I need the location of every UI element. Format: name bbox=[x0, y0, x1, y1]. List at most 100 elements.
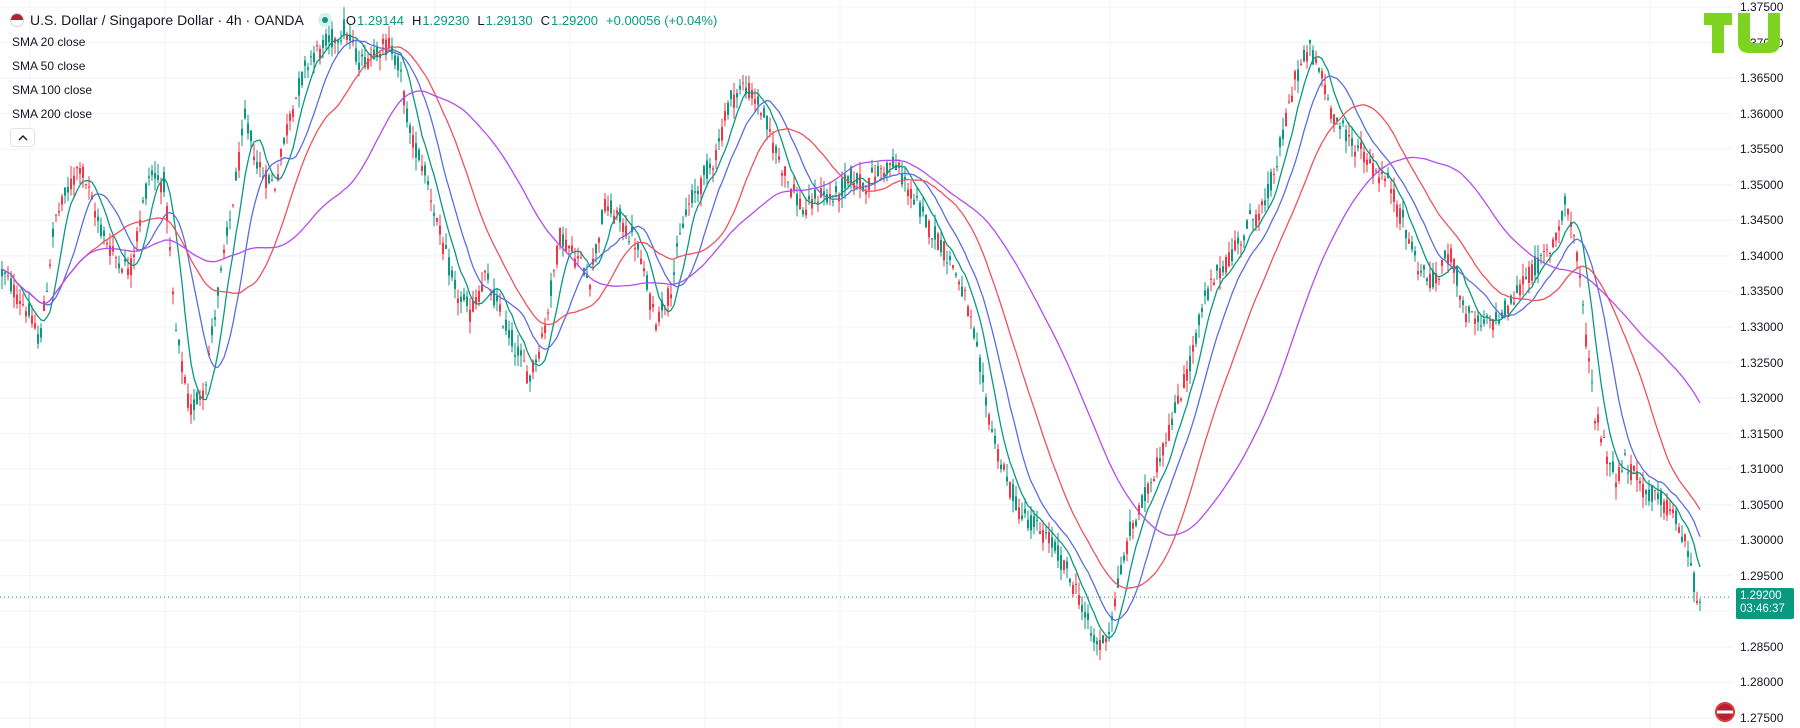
candle-body bbox=[109, 245, 111, 256]
candle-body bbox=[1282, 129, 1284, 139]
price-tick-label: 1.36000 bbox=[1740, 106, 1784, 121]
candle-body bbox=[1051, 537, 1053, 548]
candle-body bbox=[1150, 482, 1152, 484]
candle-body bbox=[460, 296, 462, 302]
candle-body bbox=[1249, 210, 1251, 215]
candle-body bbox=[1201, 308, 1203, 312]
candle-body bbox=[103, 230, 105, 237]
candle-body bbox=[553, 270, 555, 272]
candle-body bbox=[115, 257, 117, 259]
candle-body bbox=[1555, 232, 1557, 241]
candle-body bbox=[376, 46, 378, 58]
candle-body bbox=[952, 265, 954, 268]
candle-body bbox=[997, 449, 999, 462]
candle-body bbox=[925, 214, 927, 228]
candle-body bbox=[904, 176, 906, 180]
candle-body bbox=[625, 225, 627, 237]
candle-body bbox=[1687, 551, 1689, 558]
candle-body bbox=[556, 245, 558, 265]
price-tick-label: 1.27500 bbox=[1740, 711, 1784, 725]
candle-body bbox=[769, 129, 771, 132]
indicator-sma20[interactable]: SMA 20 close bbox=[12, 35, 86, 49]
candle-body bbox=[1558, 226, 1560, 231]
candle-body bbox=[616, 210, 618, 214]
candle-body bbox=[1402, 209, 1404, 218]
candle-body bbox=[118, 263, 120, 269]
candle-body bbox=[1036, 519, 1038, 522]
candle-body bbox=[226, 227, 228, 236]
candle-body bbox=[676, 243, 678, 247]
candle-body bbox=[151, 170, 153, 176]
candle-body bbox=[364, 57, 366, 68]
candle-body bbox=[169, 247, 171, 251]
candle-body bbox=[160, 182, 162, 193]
candle-body bbox=[1675, 510, 1677, 525]
candle-body bbox=[1039, 531, 1041, 534]
candle-body bbox=[976, 341, 978, 347]
price-tick-label: 1.33500 bbox=[1740, 284, 1784, 299]
candle-body bbox=[1, 269, 3, 277]
candle-body bbox=[1234, 240, 1236, 251]
price-tick-label: 1.31500 bbox=[1740, 426, 1784, 441]
candle-body bbox=[1684, 534, 1686, 542]
candle-body bbox=[1357, 145, 1359, 149]
candle-body bbox=[193, 399, 195, 411]
candle-body bbox=[1255, 214, 1257, 227]
candle-body bbox=[304, 60, 306, 66]
candle-body bbox=[1210, 278, 1212, 280]
candle-body bbox=[1048, 532, 1050, 544]
candle-body bbox=[1330, 108, 1332, 119]
candle-body bbox=[979, 357, 981, 372]
candle-body bbox=[1390, 189, 1392, 194]
candle-body bbox=[1510, 295, 1512, 304]
candle-body bbox=[1192, 345, 1194, 352]
candle-body bbox=[1072, 584, 1074, 595]
candle-body bbox=[85, 183, 87, 185]
candle-body bbox=[937, 233, 939, 251]
indicator-sma200[interactable]: SMA 200 close bbox=[12, 107, 93, 121]
candle-body bbox=[991, 429, 993, 432]
candle-body bbox=[1492, 319, 1494, 331]
candle-body bbox=[1519, 284, 1521, 296]
candle-body bbox=[1651, 485, 1653, 502]
candle-body bbox=[526, 371, 528, 384]
high-label: H bbox=[412, 12, 422, 28]
candle-body bbox=[913, 199, 915, 205]
candle-body bbox=[1606, 456, 1608, 464]
candle-body bbox=[445, 245, 447, 249]
indicator-sma100[interactable]: SMA 100 close bbox=[12, 83, 93, 97]
candle-body bbox=[397, 56, 399, 71]
candle-body bbox=[1231, 249, 1233, 262]
collapse-indicators-button[interactable] bbox=[10, 128, 35, 147]
candle-body bbox=[1126, 541, 1128, 555]
candle-body bbox=[475, 297, 477, 305]
candle-body bbox=[64, 187, 66, 196]
candle-body bbox=[421, 166, 423, 171]
candle-body bbox=[1690, 562, 1692, 566]
candle-body bbox=[1216, 264, 1218, 271]
candle-body bbox=[1435, 273, 1437, 284]
candle-body bbox=[1246, 220, 1248, 229]
candle-body bbox=[1438, 279, 1440, 281]
candle-body bbox=[1027, 519, 1029, 529]
candle-body bbox=[247, 123, 249, 134]
candle-body bbox=[1504, 300, 1506, 318]
candle-body bbox=[1360, 142, 1362, 149]
candle-body bbox=[106, 242, 108, 245]
candle-body bbox=[1087, 613, 1089, 621]
candle-body bbox=[382, 39, 384, 44]
candle-body bbox=[1204, 290, 1206, 296]
candle-body bbox=[1375, 170, 1377, 172]
indicator-sma50[interactable]: SMA 50 close bbox=[12, 59, 86, 73]
symbol-title[interactable]: U.S. Dollar / Singapore Dollar · 4h · OA… bbox=[30, 12, 304, 28]
candle-body bbox=[802, 210, 804, 215]
candle-body bbox=[523, 360, 525, 362]
candle-body bbox=[277, 174, 279, 181]
market-status-icon[interactable] bbox=[317, 13, 332, 27]
us-currency-flag-icon bbox=[1715, 702, 1735, 722]
candle-body bbox=[643, 268, 645, 272]
candle-body bbox=[1405, 229, 1407, 239]
candle-body bbox=[1285, 112, 1287, 127]
